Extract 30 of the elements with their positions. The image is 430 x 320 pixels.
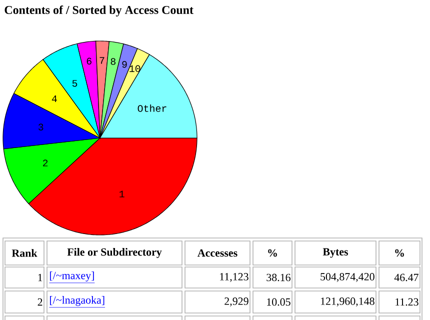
slice-label: 10 xyxy=(130,65,140,72)
text: % xyxy=(395,249,404,257)
text: [/~lnagaoka] xyxy=(50,296,104,306)
slice-label: 2 xyxy=(43,160,48,166)
text: 11,123 xyxy=(220,273,248,282)
slice-label: 6 xyxy=(86,58,92,65)
text: 38.16 xyxy=(266,274,290,282)
text: 1 xyxy=(38,274,42,282)
text: File or Subdirectory xyxy=(67,248,162,258)
slice-label: 1 xyxy=(120,190,124,198)
text: 46.47 xyxy=(394,274,418,282)
text: Accesses xyxy=(198,249,238,257)
text: 10.05 xyxy=(267,298,290,306)
text: 2 xyxy=(38,298,42,306)
text: % xyxy=(268,249,277,257)
text: [/~maxey] xyxy=(50,272,94,282)
text: 11.23 xyxy=(396,298,418,306)
text: 2,929 xyxy=(224,298,248,306)
text: Rank xyxy=(12,249,38,257)
slice-label: 4 xyxy=(52,95,57,102)
slice-label: 7 xyxy=(100,57,104,64)
slice-label: 8 xyxy=(110,58,116,65)
text: Bytes xyxy=(322,248,348,258)
slice-label: 3 xyxy=(38,124,44,130)
slice-label: 5 xyxy=(72,80,78,87)
text: 121,960,148 xyxy=(320,298,374,306)
slice-label: Other xyxy=(138,104,166,112)
text: 504,874,420 xyxy=(320,273,374,282)
slice-label: 9 xyxy=(122,60,127,68)
chart-title: Contents of / Sorted by Access Count xyxy=(4,5,194,16)
